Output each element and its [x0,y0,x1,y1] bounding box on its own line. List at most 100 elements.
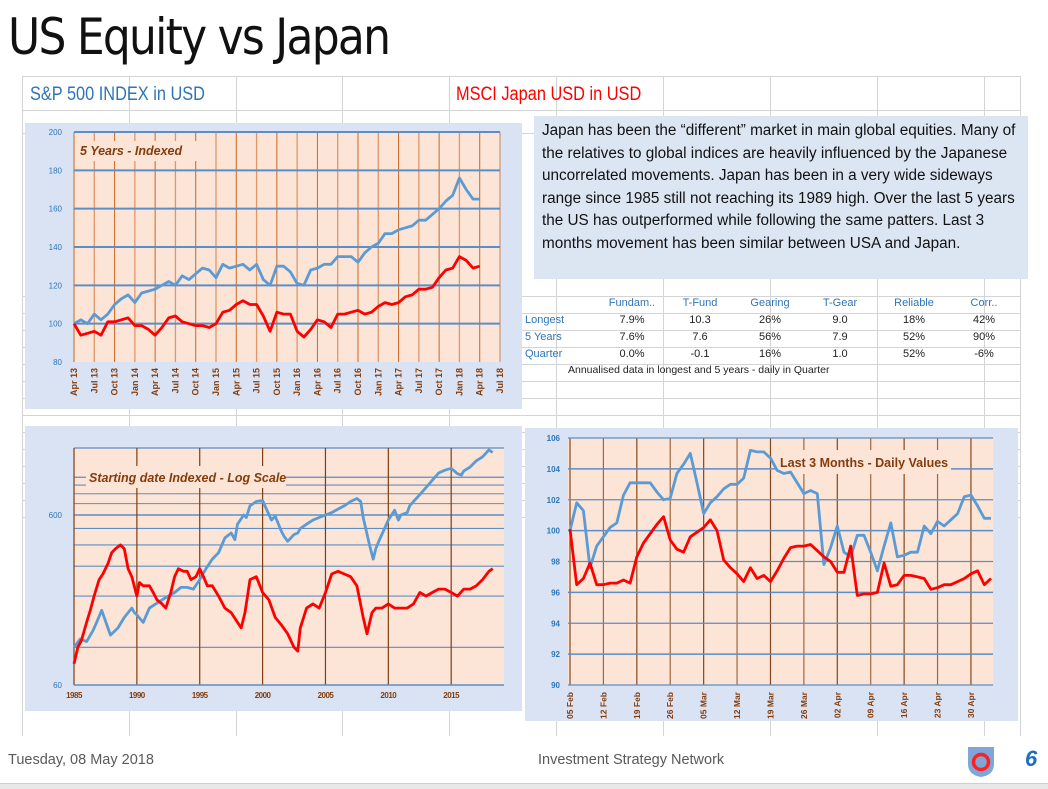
y-tick-label: 90 [551,681,560,690]
y-tick-label: 94 [551,619,560,628]
x-tick-label: Jan 15 [211,368,221,396]
footer-date: Tuesday, 08 May 2018 [8,752,154,768]
stats-row: 5 Years 7.6% 7.6 56% 7.9 52% 90% [522,330,1022,347]
y-tick-label: 102 [547,496,561,505]
stats-cell: 90% [972,331,996,343]
sheet-col-line [22,76,23,736]
x-tick-label: 12 Feb [598,692,608,719]
page-number: 6 [1025,746,1038,771]
sheet-col-line [984,76,985,736]
shield-ring-logo-icon [968,747,994,777]
chart-log-scale-panel: 1985 1990 1995 2000 2005 2010 2015 60 600 Startin… [25,426,522,711]
series-line-sp500 [568,448,991,573]
x-tick-label: 2015 [443,691,460,700]
stats-cell: 7.6 [692,331,708,343]
stats-row: Quarter 0.0% -0.1 16% 1.0 52% -6% [522,347,1022,364]
stats-cell: -0.1 [690,348,710,360]
y-tick-label: 160 [49,205,63,214]
chart-title: Last 3 Months - Daily Values [780,456,948,470]
sheet-row-line [22,110,1021,111]
y-tick-label: 120 [49,281,63,290]
x-tick-label: Apr 18 [475,368,485,396]
x-tick-label: 2010 [380,691,397,700]
x-tick-label: 16 Apr [899,691,909,718]
sheet-row-line [22,415,1021,416]
x-tick-label: 1985 [66,691,83,700]
sp500-series-header: S&P 500 INDEX in USD [30,84,205,105]
stats-column-header: Corr.. [970,297,998,309]
chart-title: 5 Years - Indexed [80,144,183,158]
x-tick-label: Oct 13 [110,368,120,396]
chart-last-3-months: 05 Feb 12 Feb 19 Feb 26 Feb 05 Mar 12 Mar 19 M… [547,434,993,719]
series-line-japan [72,543,494,665]
x-tick-label: 30 Apr [966,691,976,718]
stats-column-header: T-Fund [682,297,718,309]
stats-cell: 18% [902,314,926,326]
y-tick-label: 106 [547,434,561,443]
title-background [775,450,951,474]
stats-table-note: Annualised data in longest and 5 years -… [568,364,830,376]
stats-cell: 7.9% [619,314,645,326]
y-tick-label: 92 [551,650,560,659]
x-tick-label: 19 Mar [765,691,775,719]
stats-column-header: Gearing [750,297,790,309]
x-tick-label: Jan 14 [130,368,140,396]
x-tick-label: Oct 16 [353,368,363,396]
stats-cell: 16% [758,348,782,360]
y-tick-label: 100 [547,527,561,536]
x-tick-label: Apr 13 [69,368,79,396]
x-tick-label: Jul 15 [252,368,262,394]
x-tick-label: 23 Apr [933,691,943,718]
x-tick-label: Jan 16 [292,368,302,396]
stats-row-label: Longest [525,314,565,326]
stats-header-row: Fundam.. T-Fund Gearing T-Gear Reliable Corr.… [522,296,1022,313]
x-tick-label: 09 Apr [866,691,876,718]
japan-series-header: MSCI Japan USD in USD [456,84,642,105]
x-tick-label: Apr 15 [231,368,241,396]
stats-cell: 56% [758,331,782,343]
title-background [86,466,286,488]
page-title: US Equity vs Japan [8,8,391,66]
x-tick-label: Oct 15 [272,368,282,396]
y-tick-label: 180 [49,166,63,175]
x-tick-label: 26 Mar [799,691,809,719]
x-tick-label: Apr 16 [312,368,322,396]
y-tick-label: 140 [49,243,63,252]
x-tick-label: Apr 14 [150,368,160,396]
x-tick-label: 05 Mar [699,691,709,719]
chart-3-months-panel: 05 Feb 12 Feb 19 Feb 26 Feb 05 Mar 12 Mar 19 M… [525,428,1018,721]
x-tick-label: 12 Mar [732,691,742,719]
commentary-textbox: Japan has been the “different” market in… [534,116,1028,279]
stats-cell: 1.0 [832,348,848,360]
commentary-text: Japan has been the “different” market in… [542,122,1016,252]
stats-cell: 9.0 [832,314,848,326]
stats-cell: -6% [974,348,994,360]
series-line-japan [72,255,481,339]
x-tick-label: 2000 [255,691,272,700]
stats-cell: 7.6% [619,331,645,343]
stats-column-header: Fundam.. [608,297,656,309]
x-tick-label: Jan 17 [373,368,383,396]
x-tick-label: 05 Feb [565,692,575,719]
stats-row-label: 5 Years [525,331,562,343]
y-tick-label: 100 [49,320,63,329]
x-tick-label: Jul 16 [333,368,343,394]
y-tick-label: 104 [547,465,561,474]
y-tick-label: 96 [551,588,560,597]
stats-column-header: T-Gear [822,297,858,309]
x-tick-label: Oct 17 [434,368,444,396]
x-tick-label: Jul 14 [170,368,180,394]
stats-column-header: Reliable [894,297,934,309]
x-tick-label: 1990 [129,691,146,700]
sheet-col-line [770,76,771,736]
x-tick-label: Oct 14 [191,368,201,396]
stats-cell: 52% [902,331,926,343]
sheet-col-line [1020,76,1021,736]
x-tick-label: Jan 18 [454,368,464,396]
series-line-sp500 [73,176,480,326]
x-tick-label: 2005 [318,691,335,700]
sheet-col-line [556,76,557,736]
sheet-col-line [663,76,664,736]
y-tick-label: 60 [53,681,62,690]
stats-row-label: Quarter [525,348,563,360]
